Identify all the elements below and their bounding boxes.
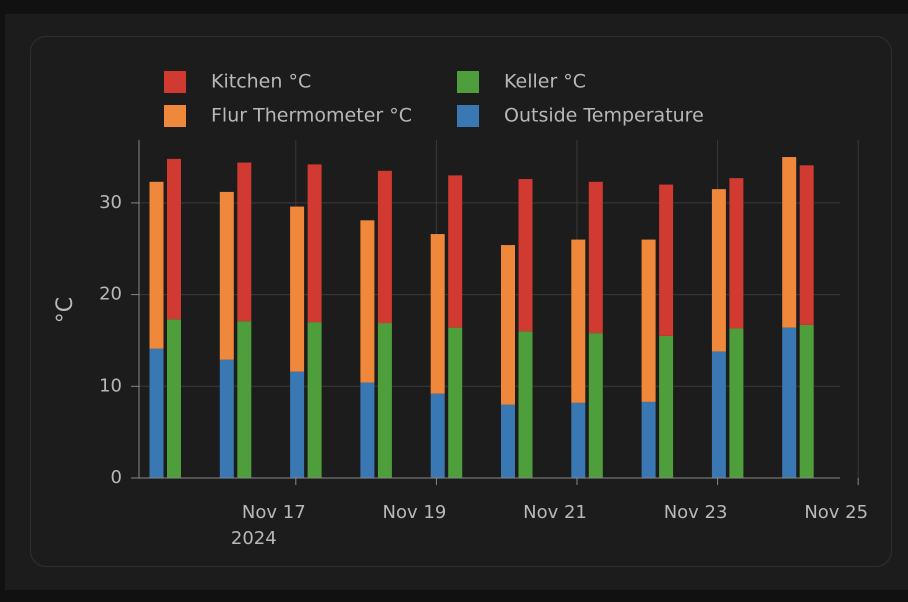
bar-segment [571, 239, 586, 403]
x-tick-sublabel: 2024 [231, 528, 277, 549]
bar-segment [659, 184, 674, 336]
bar-segment [501, 245, 515, 405]
x-tick-label: Nov 23 [664, 502, 728, 523]
legend-swatch [164, 105, 186, 127]
bar-segment [149, 348, 164, 478]
bar-segment [290, 206, 305, 372]
bar-segment [290, 371, 305, 478]
bar-segment [782, 157, 797, 328]
bar-segment [729, 328, 744, 478]
bar-segment [377, 323, 392, 478]
bar-segment [729, 178, 744, 329]
legend-label[interactable]: Flur Thermometer °C [211, 105, 412, 127]
y-tick-label: 20 [99, 284, 122, 305]
x-tick-label: Nov 25 [804, 502, 868, 523]
bars [149, 157, 814, 478]
bar-segment [711, 351, 726, 478]
bar-segment [219, 191, 234, 360]
bar-segment [518, 179, 533, 332]
legend-label[interactable]: Keller °C [504, 71, 586, 93]
bar-segment [711, 189, 726, 352]
y-axis-label: °C [53, 297, 78, 323]
bar-segment [237, 321, 252, 478]
legend-swatch [164, 71, 186, 93]
bar-segment [641, 401, 656, 478]
bar-segment [219, 359, 234, 478]
bar-segment [377, 170, 392, 324]
bar-segment [571, 402, 586, 478]
legend: Kitchen °C Keller °C Flur Thermometer °C Ou… [164, 71, 704, 127]
bar-segment [360, 220, 375, 383]
y-tick-label: 10 [99, 375, 122, 396]
bar-segment [782, 327, 797, 478]
bar-segment [307, 164, 322, 323]
bar-segment [307, 322, 322, 478]
y-tick-label: 30 [99, 192, 122, 213]
bar-segment [501, 404, 515, 478]
bar-segment [588, 181, 603, 334]
bar-segment [167, 319, 181, 478]
bar-segment [588, 333, 603, 478]
bar-segment [167, 158, 181, 320]
axes: 0 10 20 30 Nov 17 2024 Nov 19 Nov 21 Nov 23 Nov 2… [99, 140, 868, 549]
legend-swatch [457, 105, 479, 127]
legend-swatch [457, 71, 479, 93]
legend-label[interactable]: Outside Temperature [504, 105, 704, 127]
bar-segment [799, 165, 814, 325]
x-tick-label: Nov 19 [383, 502, 447, 523]
bar-segment [430, 393, 445, 478]
bar-segment [659, 335, 674, 478]
bar-segment [641, 239, 656, 402]
bar-segment [360, 382, 375, 478]
x-tick-label: Nov 17 [242, 502, 306, 523]
y-tick-label: 0 [111, 467, 122, 488]
bar-segment [448, 175, 463, 328]
bar-segment [799, 324, 814, 478]
bar-segment [518, 331, 533, 478]
x-tick-label: Nov 21 [523, 502, 587, 523]
bar-segment [448, 327, 463, 478]
bar-segment [237, 162, 252, 322]
bar-segment [430, 234, 445, 394]
legend-label[interactable]: Kitchen °C [211, 71, 311, 93]
bar-segment [149, 181, 164, 349]
